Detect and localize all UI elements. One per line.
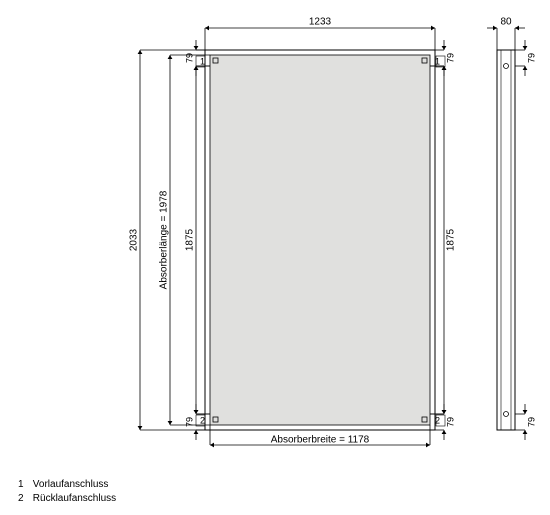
legend-num: 2 <box>18 492 30 506</box>
svg-text:79: 79 <box>526 53 536 63</box>
svg-text:79: 79 <box>184 53 194 63</box>
svg-text:2033: 2033 <box>129 228 140 251</box>
legend: 1 Vorlaufanschluss 2 Rücklaufanschluss <box>18 478 116 505</box>
svg-text:Absorberbreite = 1178: Absorberbreite = 1178 <box>271 435 370 446</box>
svg-text:1875: 1875 <box>185 228 196 251</box>
svg-text:1875: 1875 <box>446 228 457 251</box>
technical-drawing: 11221233802033Absorberlänge = 1978187518… <box>0 0 550 515</box>
drawing-stage: 11221233802033Absorberlänge = 1978187518… <box>0 0 550 515</box>
svg-text:79: 79 <box>445 417 455 427</box>
legend-row: 1 Vorlaufanschluss <box>18 478 116 492</box>
legend-text: Vorlaufanschluss <box>33 479 109 490</box>
svg-text:1233: 1233 <box>309 17 332 28</box>
svg-text:1: 1 <box>200 56 205 66</box>
svg-text:80: 80 <box>500 17 512 28</box>
svg-text:79: 79 <box>445 53 455 63</box>
legend-num: 1 <box>18 478 30 492</box>
svg-text:79: 79 <box>184 417 194 427</box>
svg-text:Absorberlänge = 1978: Absorberlänge = 1978 <box>159 190 170 289</box>
legend-row: 2 Rücklaufanschluss <box>18 492 116 506</box>
svg-text:79: 79 <box>526 417 536 427</box>
svg-text:2: 2 <box>200 415 205 425</box>
legend-text: Rücklaufanschluss <box>33 493 116 504</box>
